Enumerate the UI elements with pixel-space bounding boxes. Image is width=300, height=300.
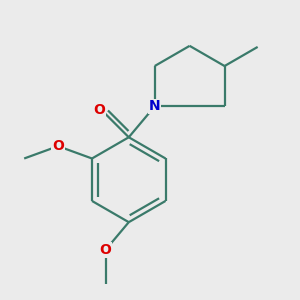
- Text: O: O: [94, 103, 106, 117]
- Text: O: O: [100, 243, 112, 257]
- Text: O: O: [52, 139, 64, 153]
- Text: N: N: [149, 99, 161, 113]
